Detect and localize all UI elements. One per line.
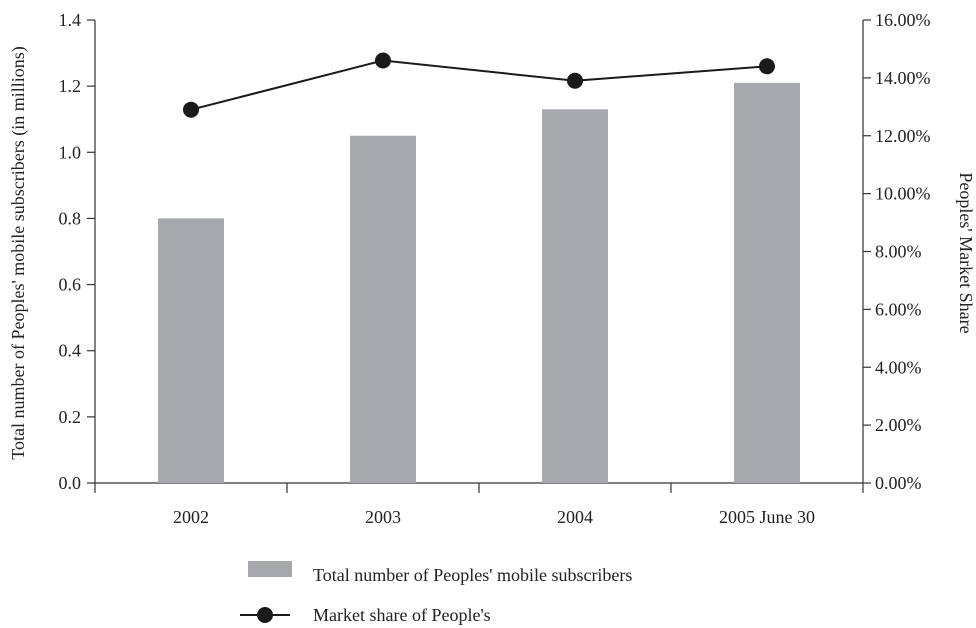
x-tick-label: 2004 (557, 507, 593, 527)
legend-bar-label: Total number of Peoples' mobile subscrib… (313, 565, 632, 585)
y-right-axis-label: Peoples' Market Share (956, 172, 976, 333)
market-share-point (183, 101, 199, 118)
legend-line-marker (257, 607, 273, 623)
y-right-tick-label: 4.00% (875, 357, 922, 377)
market-share-point (759, 58, 775, 75)
x-tick-label: 2003 (365, 507, 401, 527)
bar (542, 109, 608, 484)
y-left-tick-label: 0.0 (59, 473, 82, 493)
tick-labels: 0.0 0.2 0.4 0.6 0.8 1.0 1.2 1.4 0.00% 2.00% 4.00% 6… (59, 10, 931, 527)
legend-bar-swatch (248, 561, 292, 577)
y-left-axis-label: Total number of Peoples' mobile subscrib… (8, 46, 29, 459)
y-right-tick-label: 0.00% (875, 473, 922, 493)
bar (158, 218, 224, 483)
market-share-line (190, 59, 768, 111)
y-right-tick-label: 8.00% (875, 242, 922, 262)
line-series (183, 52, 775, 118)
y-left-tick-label: 0.4 (59, 341, 82, 361)
market-share-point (567, 72, 583, 89)
y-right-tick-label: 10.00% (875, 184, 931, 204)
y-left-tick-label: 0.2 (59, 407, 82, 427)
legend-line-label: Market share of People's (313, 605, 491, 625)
x-tick-label: 2002 (173, 507, 209, 527)
y-left-tick-label: 1.4 (59, 10, 82, 30)
y-right-tick-label: 12.00% (875, 126, 931, 146)
bar-series (158, 82, 800, 484)
y-right-tick-label: 14.00% (875, 68, 931, 88)
x-tick-label: 2005 June 30 (719, 507, 815, 527)
legend: Total number of Peoples' mobile subscrib… (240, 561, 632, 625)
y-right-tick-label: 6.00% (875, 299, 922, 319)
y-left-tick-label: 1.0 (59, 142, 82, 162)
market-share-point (375, 52, 391, 69)
y-left-tick-label: 0.8 (59, 208, 82, 228)
bar (350, 135, 416, 483)
y-right-tick-label: 2.00% (875, 415, 922, 435)
y-left-tick-label: 0.6 (59, 275, 82, 295)
bar (734, 82, 800, 483)
y-left-tick-label: 1.2 (59, 76, 82, 96)
y-right-tick-label: 16.00% (875, 10, 931, 30)
